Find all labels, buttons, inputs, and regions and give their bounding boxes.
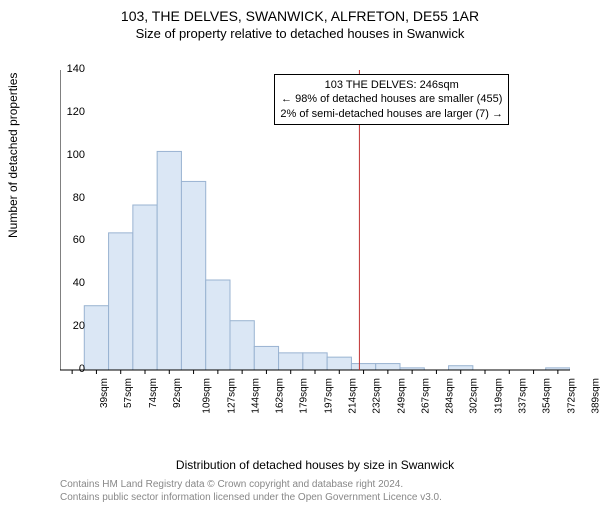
chart-container: 103, THE DELVES, SWANWICK, ALFRETON, DE5… xyxy=(0,8,600,508)
x-tick-label: 267sqm xyxy=(420,378,431,414)
x-tick-label: 144sqm xyxy=(250,378,261,414)
x-tick-label: 39sqm xyxy=(99,378,110,408)
x-tick-label: 337sqm xyxy=(518,378,529,414)
copyright-notice: Contains HM Land Registry data © Crown c… xyxy=(60,478,442,504)
x-tick-label: 197sqm xyxy=(323,378,334,414)
x-tick-label: 127sqm xyxy=(226,378,237,414)
x-tick-label: 302sqm xyxy=(469,378,480,414)
y-axis-label: Number of detached properties xyxy=(6,73,20,238)
y-tick-label: 120 xyxy=(55,106,85,118)
annotation-line1: 103 THE DELVES: 246sqm xyxy=(280,78,503,92)
x-tick-label: 232sqm xyxy=(372,378,383,414)
y-tick-label: 60 xyxy=(55,234,85,246)
y-tick-label: 0 xyxy=(55,363,85,375)
x-axis-label: Distribution of detached houses by size … xyxy=(60,458,570,472)
x-tick-label: 354sqm xyxy=(542,378,553,414)
x-tick-label: 92sqm xyxy=(172,378,183,408)
x-tick-label: 214sqm xyxy=(348,378,359,414)
chart-title: 103, THE DELVES, SWANWICK, ALFRETON, DE5… xyxy=(0,8,600,24)
x-tick-label: 389sqm xyxy=(590,378,600,414)
x-tick-label: 319sqm xyxy=(493,378,504,414)
annotation-callout: 103 THE DELVES: 246sqm ← 98% of detached… xyxy=(274,74,509,125)
x-tick-label: 372sqm xyxy=(566,378,577,414)
y-tick-label: 80 xyxy=(55,192,85,204)
annotation-line3: 2% of semi-detached houses are larger (7… xyxy=(280,107,503,121)
x-tick-label: 162sqm xyxy=(275,378,286,414)
x-tick-label: 249sqm xyxy=(396,378,407,414)
x-tick-label: 57sqm xyxy=(123,378,134,408)
x-tick-label: 74sqm xyxy=(148,378,159,408)
chart-area: 103 THE DELVES: 246sqm ← 98% of detached… xyxy=(60,60,570,410)
x-tick-label: 179sqm xyxy=(299,378,310,414)
x-tick-label: 109sqm xyxy=(202,378,213,414)
x-tick-label: 284sqm xyxy=(445,378,456,414)
y-tick-label: 20 xyxy=(55,320,85,332)
chart-subtitle: Size of property relative to detached ho… xyxy=(0,26,600,41)
annotation-line2: ← 98% of detached houses are smaller (45… xyxy=(280,92,503,106)
y-tick-label: 100 xyxy=(55,149,85,161)
y-tick-label: 40 xyxy=(55,277,85,289)
copyright-line2: Contains public sector information licen… xyxy=(60,491,442,504)
copyright-line1: Contains HM Land Registry data © Crown c… xyxy=(60,478,442,491)
y-tick-label: 140 xyxy=(55,63,85,75)
